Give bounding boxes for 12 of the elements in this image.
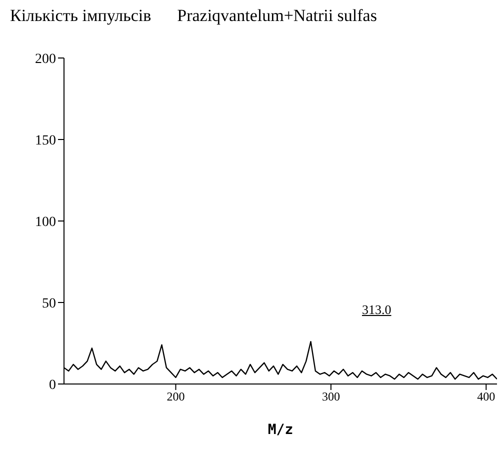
x-tick-label: 200 (166, 390, 185, 404)
x-tick-label: 300 (322, 390, 340, 404)
y-tick-label: 200 (35, 52, 56, 67)
x-axis-title: M/z (268, 422, 294, 438)
y-tick-label: 0 (49, 378, 56, 393)
annotation: 313.0 (362, 302, 392, 318)
y-tick-label: 100 (35, 214, 56, 230)
y-axis-title: Кількість імпульсів (10, 6, 152, 25)
x-tick-label: 400 (477, 390, 496, 404)
y-tick-label: 150 (35, 133, 56, 148)
chart-title: Praziqvantelum+Natrii sulfas (177, 6, 377, 25)
y-tick-label: 50 (42, 296, 56, 312)
